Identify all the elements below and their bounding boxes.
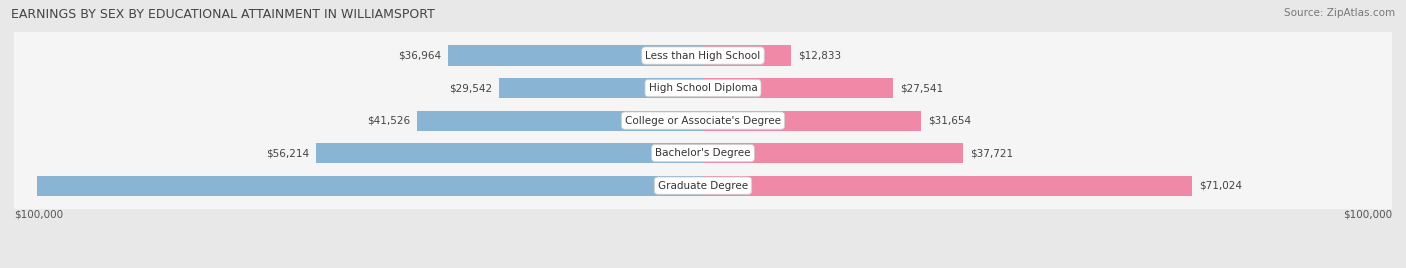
- Text: College or Associate's Degree: College or Associate's Degree: [626, 116, 780, 126]
- FancyBboxPatch shape: [7, 0, 1399, 268]
- Text: $71,024: $71,024: [1199, 181, 1243, 191]
- FancyBboxPatch shape: [7, 0, 1399, 268]
- Text: $100,000: $100,000: [14, 209, 63, 219]
- Text: $12,833: $12,833: [799, 51, 841, 61]
- Text: EARNINGS BY SEX BY EDUCATIONAL ATTAINMENT IN WILLIAMSPORT: EARNINGS BY SEX BY EDUCATIONAL ATTAINMEN…: [11, 8, 434, 21]
- Text: $29,542: $29,542: [450, 83, 492, 93]
- Text: High School Diploma: High School Diploma: [648, 83, 758, 93]
- Bar: [703, 176, 1192, 196]
- Text: $96,676: $96,676: [669, 181, 717, 191]
- Bar: [703, 78, 893, 98]
- Bar: [316, 143, 703, 163]
- Bar: [499, 78, 703, 98]
- Text: $56,214: $56,214: [266, 148, 309, 158]
- Text: $41,526: $41,526: [367, 116, 411, 126]
- Bar: [703, 143, 963, 163]
- Text: Source: ZipAtlas.com: Source: ZipAtlas.com: [1284, 8, 1395, 18]
- Text: Bachelor's Degree: Bachelor's Degree: [655, 148, 751, 158]
- Text: $31,654: $31,654: [928, 116, 972, 126]
- Bar: [37, 176, 703, 196]
- FancyBboxPatch shape: [7, 0, 1399, 268]
- Bar: [703, 110, 921, 131]
- Bar: [449, 46, 703, 66]
- Text: $36,964: $36,964: [398, 51, 441, 61]
- FancyBboxPatch shape: [7, 0, 1399, 268]
- Text: $37,721: $37,721: [970, 148, 1012, 158]
- Text: Less than High School: Less than High School: [645, 51, 761, 61]
- FancyBboxPatch shape: [7, 0, 1399, 268]
- Text: $100,000: $100,000: [1343, 209, 1392, 219]
- Bar: [418, 110, 703, 131]
- Text: $27,541: $27,541: [900, 83, 943, 93]
- Text: Graduate Degree: Graduate Degree: [658, 181, 748, 191]
- Bar: [703, 46, 792, 66]
